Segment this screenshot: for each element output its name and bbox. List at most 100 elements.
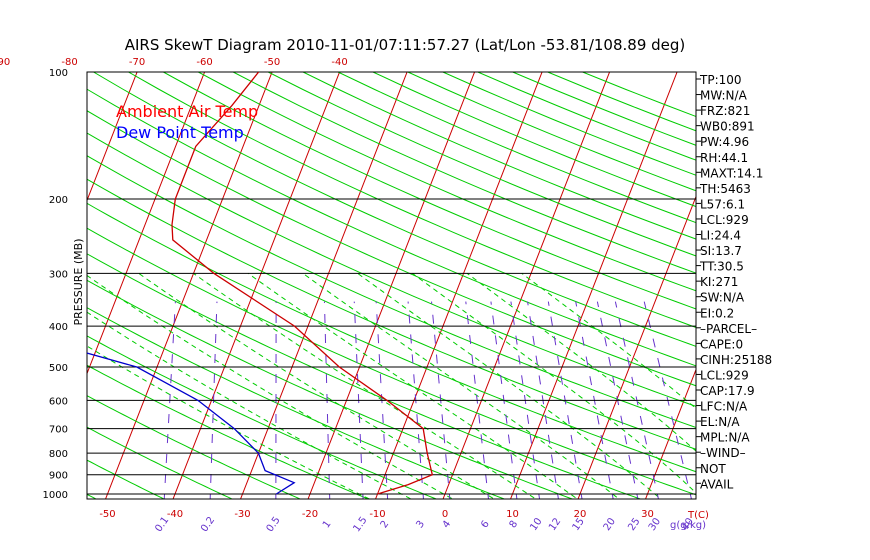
mixing-ratio-line xyxy=(547,301,583,499)
dry-adiabat-line xyxy=(87,155,696,429)
dry-adiabat-line xyxy=(87,459,166,499)
index-item: LI:24.4 xyxy=(700,229,741,243)
pressure-tick-label: 100 xyxy=(49,68,68,79)
ambient-air-temp-line xyxy=(171,72,434,495)
isotherm-line xyxy=(510,72,678,499)
mixing-ratio-tick-label: 12 xyxy=(547,516,563,533)
axis-ticks: 1002003004005006007008009001000-120-110-… xyxy=(0,57,696,534)
mixing-ratio-tick-label: 1.5 xyxy=(351,515,369,534)
dry-adiabat-line xyxy=(87,364,370,499)
dry-adiabat-line xyxy=(87,279,574,499)
mixing-ratio-line xyxy=(375,301,389,499)
mixing-ratio-tick-label: 1 xyxy=(321,519,334,531)
pressure-tick-label: 300 xyxy=(49,269,68,280)
dry-adiabat-line xyxy=(87,395,302,499)
sounding-profiles xyxy=(87,72,434,495)
mixing-ratio-line xyxy=(527,301,559,499)
bottom-temp-tick-label: 10 xyxy=(506,509,519,520)
mixing-ratio-tick-label: 8 xyxy=(508,519,521,531)
isotherm-line xyxy=(442,72,611,499)
moist-adiabat-line xyxy=(412,272,696,494)
dry-adiabat-line xyxy=(87,227,696,496)
index-item: AVAIL xyxy=(700,477,734,491)
pressure-tick-label: 700 xyxy=(49,425,68,436)
bottom-temp-tick-label: 20 xyxy=(574,509,587,520)
bottom-temp-tick-label: -50 xyxy=(99,509,115,520)
bottom-temp-tick-label: -40 xyxy=(167,509,183,520)
mixing-ratio-tick-label: 2 xyxy=(379,519,392,531)
bottom-temp-tick-label: -30 xyxy=(234,509,250,520)
index-item: KI:271 xyxy=(700,275,738,289)
moist-adiabat-line xyxy=(87,311,413,499)
top-temp-tick-label: -80 xyxy=(61,57,77,68)
index-item: LFC:N/A xyxy=(700,400,748,414)
dry-adiabat-line xyxy=(162,72,696,310)
pressure-tick-label: 400 xyxy=(49,322,68,333)
index-item: MPL:N/A xyxy=(700,431,750,445)
dry-adiabat-line xyxy=(87,202,696,473)
mixing-ratio-line xyxy=(163,301,176,499)
pressure-tick-label: 1000 xyxy=(43,490,68,501)
dry-adiabat-line xyxy=(87,426,234,499)
mixing-ratio-line xyxy=(575,301,614,499)
index-item: NOT xyxy=(700,462,726,476)
index-item: L57:6.1 xyxy=(700,197,745,211)
legend-dew-point-temp: Dew Point Temp xyxy=(116,123,244,142)
index-item: CAPE:0 xyxy=(700,337,743,351)
mixing-ratio-line xyxy=(510,301,541,499)
mixing-ratio-tick-label: 20 xyxy=(602,516,618,533)
isotherm-line xyxy=(645,368,696,499)
x-axis-label: T(C) xyxy=(687,510,709,521)
moist-adiabat-line xyxy=(302,272,620,499)
index-item: RH:44.1 xyxy=(700,151,748,165)
moist-adiabat-line xyxy=(357,272,662,499)
moist-adiabat-line xyxy=(87,274,454,499)
pressure-tick-label: 800 xyxy=(49,449,68,460)
isotherm-line xyxy=(240,72,408,499)
index-item: LCL:929 xyxy=(700,213,749,227)
mixing-ratio-line xyxy=(353,301,364,499)
index-item: FRZ:821 xyxy=(700,104,750,118)
mixing-ratio-line xyxy=(643,301,692,499)
mixing-ratio-tick-label: 4 xyxy=(441,519,454,531)
bottom-temp-tick-label: -10 xyxy=(369,509,385,520)
bottom-temp-tick-label: 30 xyxy=(641,509,654,520)
mixing-ratio-line xyxy=(465,301,489,499)
index-item: PW:4.96 xyxy=(700,135,749,149)
isotherm-line xyxy=(779,53,870,503)
background-grid xyxy=(87,53,870,503)
mixing-ratio-line xyxy=(596,301,639,499)
isotherm-line xyxy=(375,72,543,499)
top-temp-tick-label: -40 xyxy=(331,57,347,68)
isotherm-line xyxy=(87,72,206,375)
moist-adiabat-line xyxy=(138,272,496,499)
dry-adiabat-line xyxy=(87,88,696,367)
mixing-ratio-unit-label: g(g/kg) xyxy=(670,520,706,531)
dry-adiabat-line xyxy=(232,72,696,274)
index-item: TP:100 xyxy=(699,73,742,87)
pressure-tick-label: 500 xyxy=(49,363,68,374)
index-item: WB0:891 xyxy=(700,120,755,134)
pressure-tick-label: 200 xyxy=(49,195,68,206)
mixing-ratio-line xyxy=(431,301,451,499)
moist-adiabat-line xyxy=(521,272,696,410)
index-item: MAXT:14.1 xyxy=(700,166,763,180)
mixing-ratio-line xyxy=(407,301,424,499)
mixing-ratio-line xyxy=(323,301,331,499)
dry-adiabat-line xyxy=(87,253,642,499)
index-item: MW:N/A xyxy=(700,89,748,103)
dry-adiabat-line xyxy=(87,110,696,387)
pressure-lines xyxy=(86,71,697,500)
dry-adiabat-line xyxy=(92,72,696,347)
top-temp-tick-label: -90 xyxy=(0,57,10,68)
top-temp-tick-label: -50 xyxy=(264,57,280,68)
mixing-ratio-line xyxy=(209,301,218,499)
mixing-ratio-tick-label: 10 xyxy=(528,516,544,533)
legend-ambient-air-temp: Ambient Air Temp xyxy=(116,102,258,121)
dry-adiabat-line xyxy=(546,72,696,132)
y-axis-label: PRESSURE (MB) xyxy=(72,239,85,326)
index-item: CINH:25188 xyxy=(700,353,772,367)
dry-adiabat-line xyxy=(336,72,696,224)
